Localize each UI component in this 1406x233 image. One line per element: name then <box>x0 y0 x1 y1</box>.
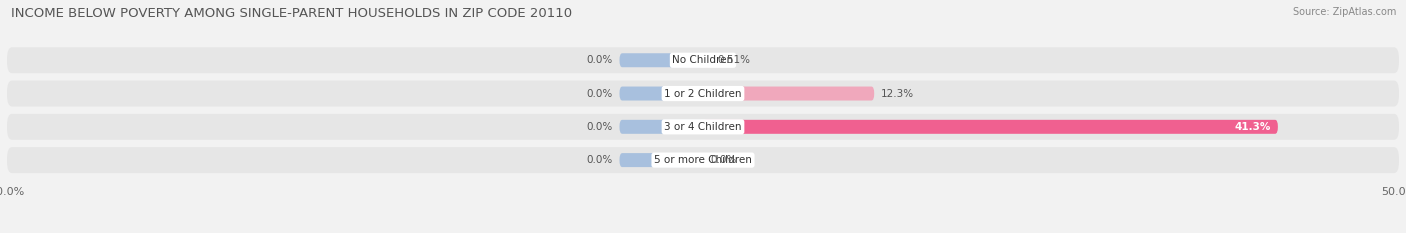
Text: 0.51%: 0.51% <box>717 55 749 65</box>
FancyBboxPatch shape <box>7 147 1399 173</box>
FancyBboxPatch shape <box>620 153 703 167</box>
Text: 41.3%: 41.3% <box>1234 122 1271 132</box>
FancyBboxPatch shape <box>703 53 710 67</box>
FancyBboxPatch shape <box>703 120 1278 134</box>
Text: No Children: No Children <box>672 55 734 65</box>
Text: 0.0%: 0.0% <box>586 55 613 65</box>
FancyBboxPatch shape <box>620 53 703 67</box>
FancyBboxPatch shape <box>7 47 1399 73</box>
Text: 1 or 2 Children: 1 or 2 Children <box>664 89 742 99</box>
FancyBboxPatch shape <box>703 86 875 100</box>
Text: 0.0%: 0.0% <box>586 122 613 132</box>
FancyBboxPatch shape <box>620 120 703 134</box>
Text: 5 or more Children: 5 or more Children <box>654 155 752 165</box>
Text: 12.3%: 12.3% <box>882 89 914 99</box>
FancyBboxPatch shape <box>620 86 703 100</box>
Text: 0.0%: 0.0% <box>710 155 737 165</box>
Text: 0.0%: 0.0% <box>586 89 613 99</box>
FancyBboxPatch shape <box>7 114 1399 140</box>
Text: Source: ZipAtlas.com: Source: ZipAtlas.com <box>1292 7 1396 17</box>
Text: INCOME BELOW POVERTY AMONG SINGLE-PARENT HOUSEHOLDS IN ZIP CODE 20110: INCOME BELOW POVERTY AMONG SINGLE-PARENT… <box>11 7 572 20</box>
FancyBboxPatch shape <box>7 81 1399 106</box>
Text: 3 or 4 Children: 3 or 4 Children <box>664 122 742 132</box>
Text: 0.0%: 0.0% <box>586 155 613 165</box>
